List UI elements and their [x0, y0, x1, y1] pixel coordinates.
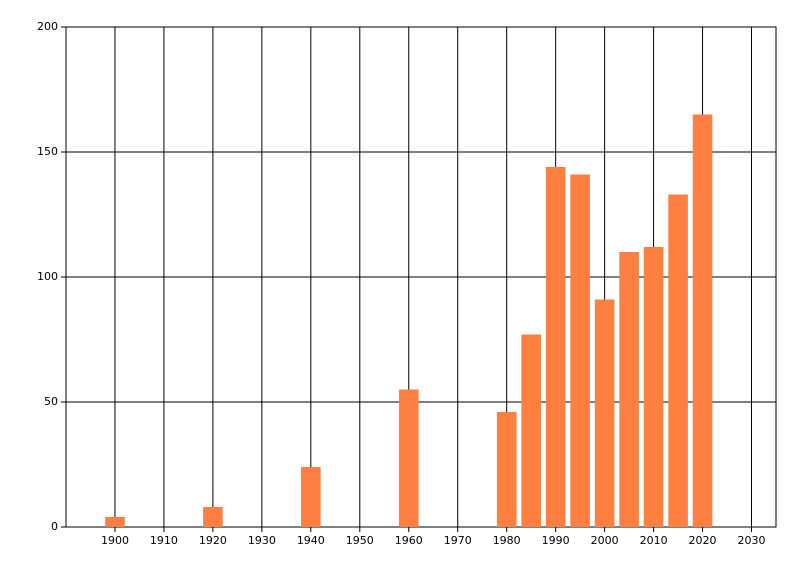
x-tick-label: 1910 [150, 534, 178, 547]
bar [692, 114, 713, 527]
x-tick-label: 1990 [542, 534, 570, 547]
bar [545, 167, 566, 527]
bar [496, 412, 517, 527]
x-tick-label: 2030 [738, 534, 766, 547]
x-tick-label: 1970 [444, 534, 472, 547]
x-tick-label: 1930 [248, 534, 276, 547]
x-tick-label: 1940 [297, 534, 325, 547]
x-tick-label: 2000 [591, 534, 619, 547]
x-tick-label: 1900 [101, 534, 129, 547]
bar [398, 389, 419, 527]
bar [301, 467, 321, 527]
bar [668, 194, 688, 527]
y-tick-label: 150 [37, 145, 58, 158]
y-tick-label: 100 [37, 270, 58, 283]
x-tick-label: 1980 [493, 534, 521, 547]
bar [619, 252, 639, 527]
y-tick-label: 0 [51, 520, 58, 533]
y-tick-label: 50 [44, 395, 58, 408]
bar [521, 334, 541, 527]
bar [203, 507, 223, 527]
x-tick-label: 1960 [395, 534, 423, 547]
bar [105, 517, 125, 527]
x-tick-label: 2020 [689, 534, 717, 547]
bar [594, 299, 615, 527]
x-tick-label: 1920 [199, 534, 227, 547]
y-tick-label: 200 [37, 20, 58, 33]
bar [570, 174, 590, 527]
bar [643, 247, 664, 527]
x-tick-label: 2010 [640, 534, 668, 547]
x-tick-label: 1950 [346, 534, 374, 547]
